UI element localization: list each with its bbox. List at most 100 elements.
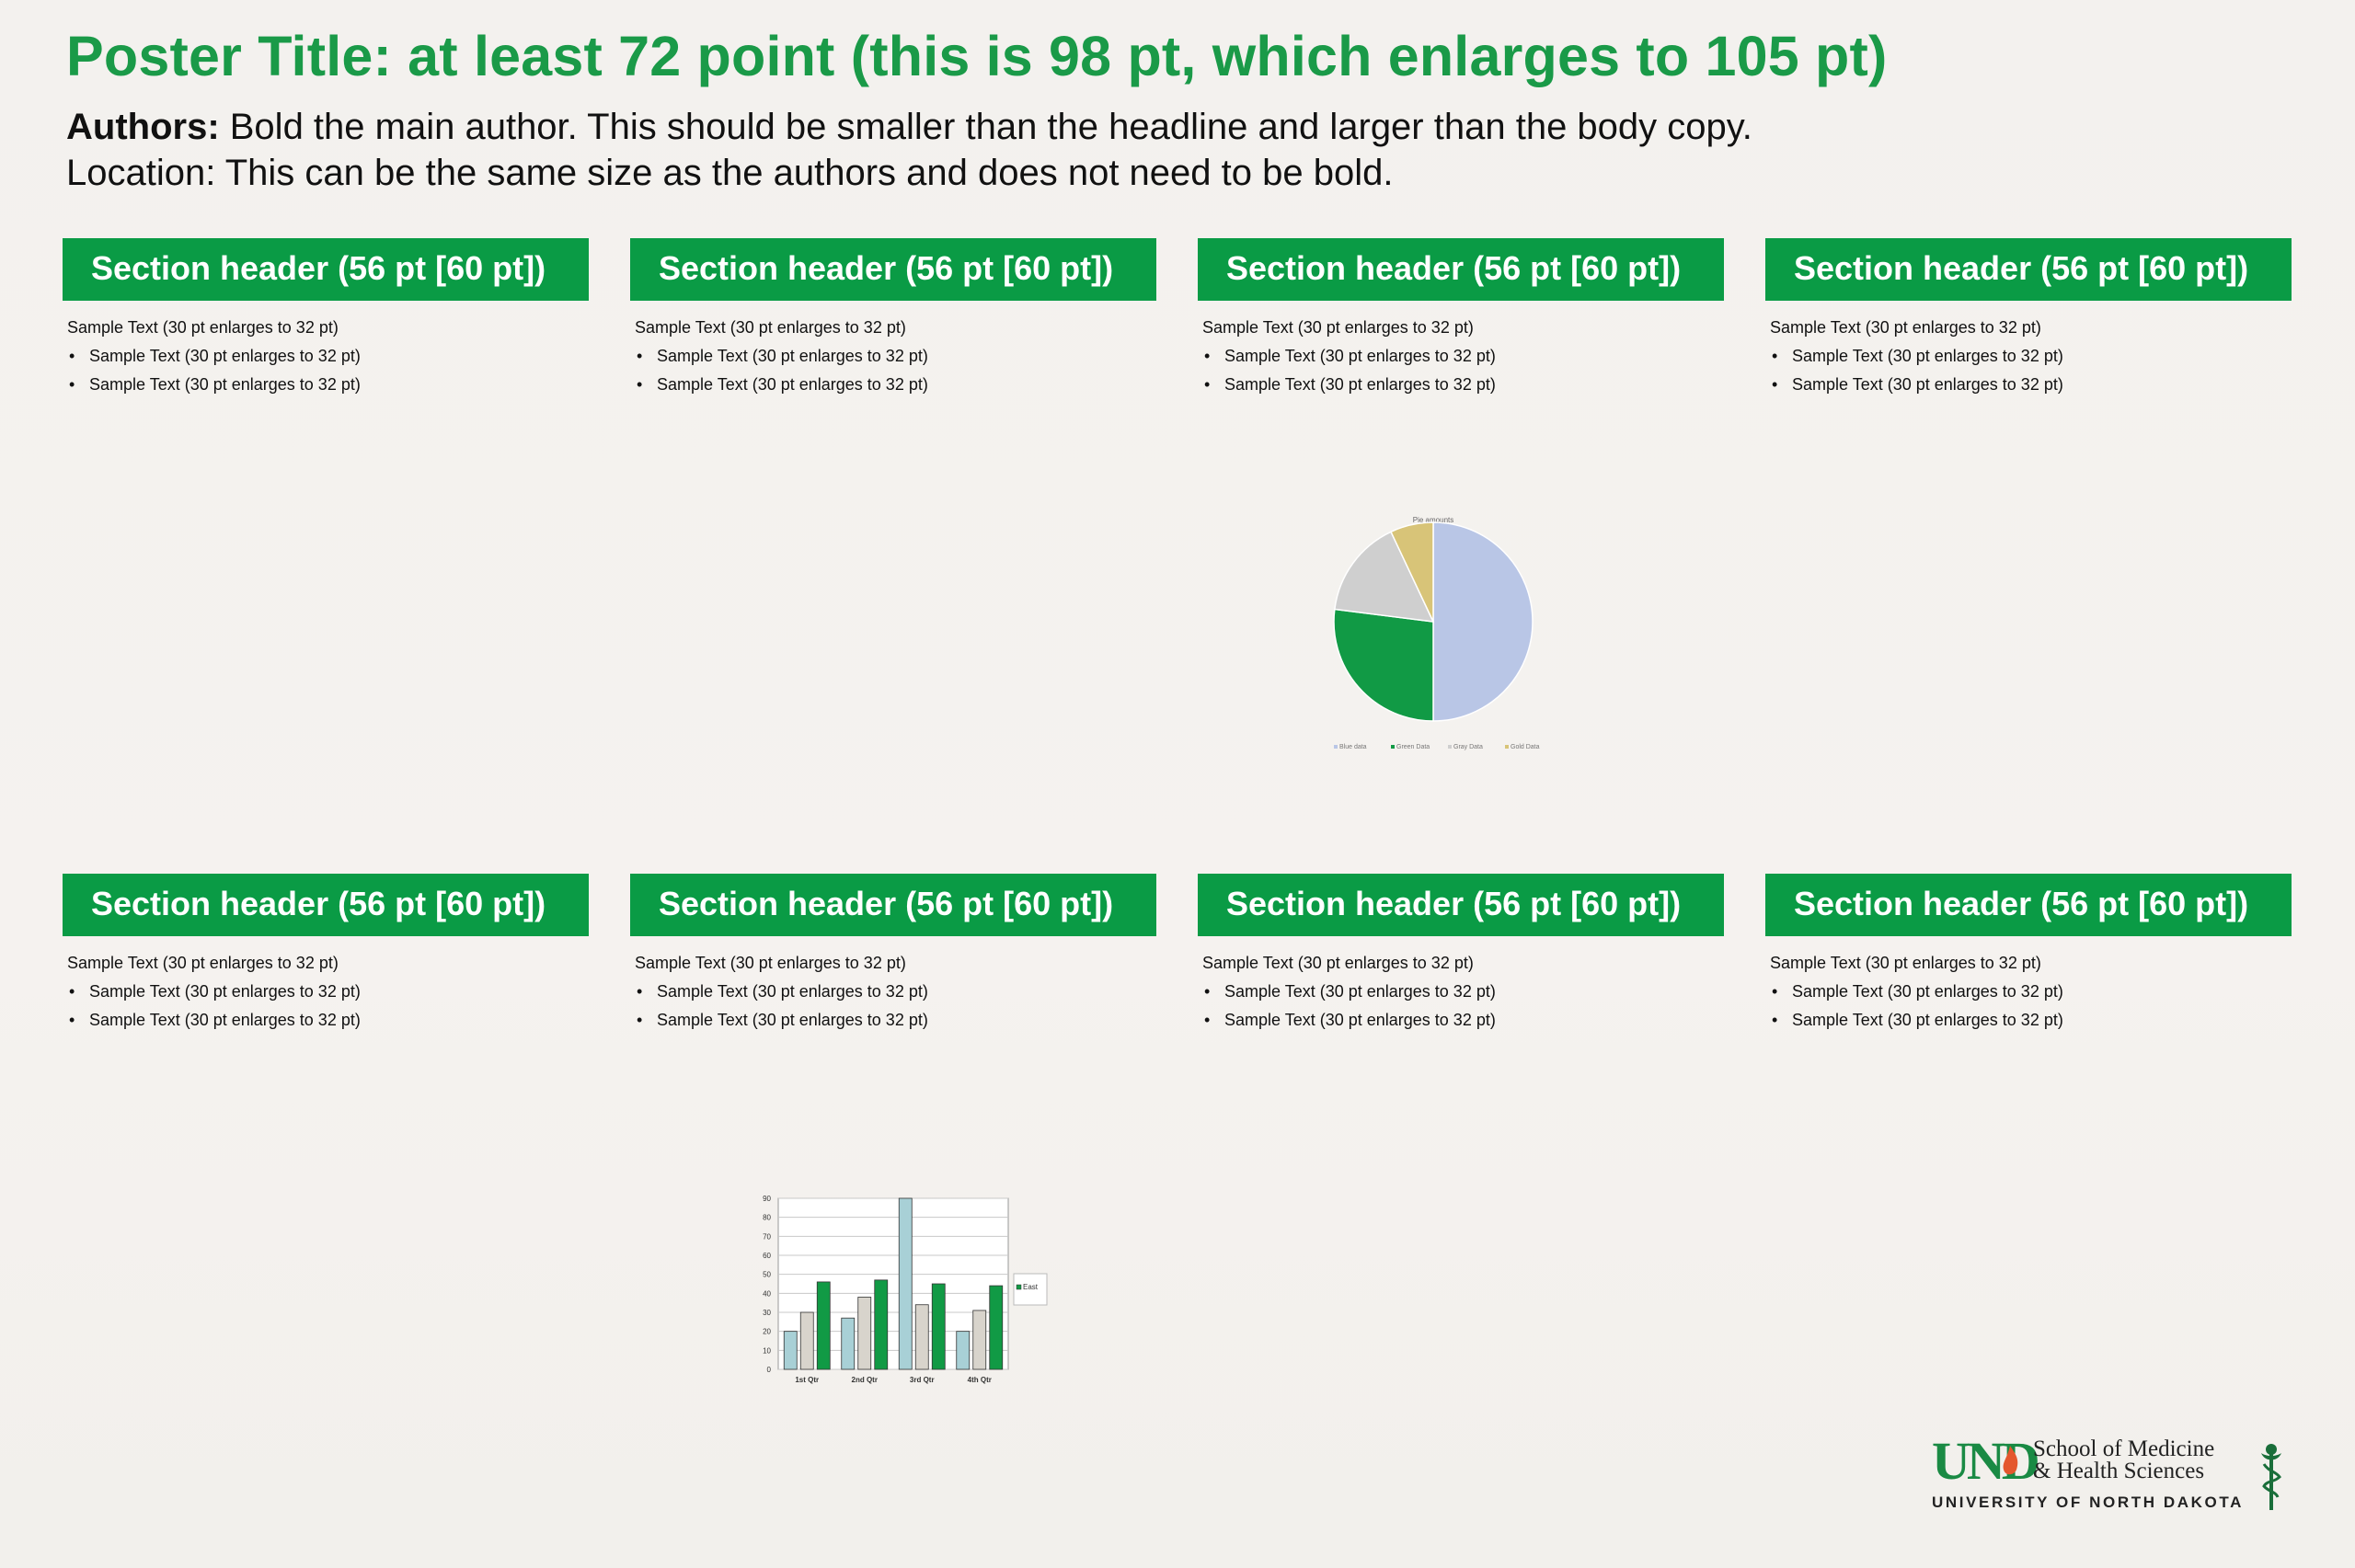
bar-chart-svg: 0 10 20 30 40 50 60 70 80 90 1st Qtr 2nd Qtr 3rd Qtr…	[763, 1195, 1048, 1384]
bar-ytick-label: 80	[763, 1214, 771, 1222]
bar-legend-label: East	[1023, 1283, 1039, 1291]
section-body: Sample Text (30 pt enlarges to 32 pt) Sa…	[630, 301, 1156, 399]
bar-ytick-label: 90	[763, 1195, 771, 1203]
authors-line: Authors: Bold the main author. This shou…	[66, 107, 1752, 148]
pie-legend-swatch	[1448, 745, 1452, 749]
section-header: Section header (56 pt [60 pt])	[630, 874, 1156, 936]
section-text: Sample Text (30 pt enlarges to 32 pt)	[1770, 954, 2041, 972]
pie-chart: Pie amounts Blue data Green Data Gray Data G…	[1325, 511, 1564, 760]
bar-plot-area	[777, 1197, 1009, 1370]
bar-2-2	[857, 1297, 872, 1370]
section-body: Sample Text (30 pt enlarges to 32 pt) Sa…	[1198, 301, 1724, 399]
pie-legend-label: Green Data	[1396, 744, 1430, 750]
section-header: Section header (56 pt [60 pt])	[1765, 874, 2292, 936]
section-body: Sample Text (30 pt enlarges to 32 pt) Sa…	[1765, 936, 2292, 1035]
bar-3-3	[931, 1283, 946, 1370]
pie-legend-label: Blue data	[1339, 744, 1367, 750]
logo-school-line2: & Health Sciences	[2033, 1459, 2205, 1483]
bullet-item: Sample Text (30 pt enlarges to 32 pt)	[1202, 342, 1724, 371]
section-text: Sample Text (30 pt enlarges to 32 pt)	[1202, 954, 1474, 972]
section-header: Section header (56 pt [60 pt])	[1198, 238, 1724, 301]
pie-legend-swatch	[1334, 745, 1338, 749]
section-header: Section header (56 pt [60 pt])	[63, 238, 589, 301]
section-header: Section header (56 pt [60 pt])	[1198, 874, 1724, 936]
bar-ytick-label: 10	[763, 1346, 771, 1355]
bar-category-label: 2nd Qtr	[852, 1376, 878, 1384]
bullet-item: Sample Text (30 pt enlarges to 32 pt)	[635, 371, 1156, 399]
pie-legend-swatch	[1505, 745, 1509, 749]
section-4: Section header (56 pt [60 pt]) Sample Te…	[1765, 238, 2292, 399]
section-7: Section header (56 pt [60 pt]) Sample Te…	[1198, 874, 1724, 1035]
bar-2-3	[874, 1279, 889, 1370]
section-1: Section header (56 pt [60 pt]) Sample Te…	[63, 238, 589, 399]
section-5: Section header (56 pt [60 pt]) Sample Te…	[63, 874, 589, 1035]
section-text: Sample Text (30 pt enlarges to 32 pt)	[635, 318, 906, 337]
bar-3-2	[914, 1304, 929, 1370]
section-2: Section header (56 pt [60 pt]) Sample Te…	[630, 238, 1156, 399]
caduceus-icon	[2261, 1444, 2281, 1510]
pie-slice-gray-data	[1334, 531, 1435, 623]
location-line: Location: This can be the same size as t…	[66, 153, 1394, 193]
bar-category-label: 3rd Qtr	[910, 1376, 935, 1384]
bar-category-label: 1st Qtr	[795, 1376, 819, 1384]
section-3: Section header (56 pt [60 pt]) Sample Te…	[1198, 238, 1724, 399]
bar-category-label: 4th Qtr	[968, 1376, 992, 1384]
bar-4-3	[989, 1285, 1004, 1370]
section-text: Sample Text (30 pt enlarges to 32 pt)	[1770, 318, 2041, 337]
section-8: Section header (56 pt [60 pt]) Sample Te…	[1765, 874, 2292, 1035]
pie-title: Pie amounts	[1413, 516, 1453, 524]
bullet-item: Sample Text (30 pt enlarges to 32 pt)	[67, 1006, 589, 1035]
pie-chart-svg: Pie amounts Blue data Green Data Gray Data G…	[1333, 516, 1540, 750]
bar-ytick-label: 50	[763, 1271, 771, 1279]
bar-1-2	[799, 1311, 814, 1370]
section-text: Sample Text (30 pt enlarges to 32 pt)	[67, 954, 339, 972]
bar-4-2	[972, 1310, 987, 1370]
bar-2-1	[841, 1317, 856, 1370]
section-body: Sample Text (30 pt enlarges to 32 pt) Sa…	[630, 936, 1156, 1035]
und-logo: UND School of Medicine & Health Sciences…	[1928, 1433, 2287, 1517]
pie-slice-green-data	[1333, 608, 1434, 722]
bar-ytick-label: 40	[763, 1289, 771, 1298]
bullet-item: Sample Text (30 pt enlarges to 32 pt)	[1770, 342, 2292, 371]
bullet-item: Sample Text (30 pt enlarges to 32 pt)	[1202, 978, 1724, 1006]
bar-3-1	[898, 1197, 913, 1370]
poster-title: Poster Title: at least 72 point (this is…	[66, 25, 1888, 87]
bullet-item: Sample Text (30 pt enlarges to 32 pt)	[1770, 978, 2292, 1006]
bar-legend-swatch	[1016, 1284, 1022, 1290]
flame-icon	[2003, 1446, 2018, 1475]
section-text: Sample Text (30 pt enlarges to 32 pt)	[67, 318, 339, 337]
bar-ytick-label: 70	[763, 1232, 771, 1241]
authors-text: Bold the main author. This should be sma…	[219, 107, 1752, 147]
bar-1-1	[783, 1331, 798, 1370]
section-body: Sample Text (30 pt enlarges to 32 pt) Sa…	[1198, 936, 1724, 1035]
section-text: Sample Text (30 pt enlarges to 32 pt)	[635, 954, 906, 972]
pie-legend-label: Gray Data	[1453, 744, 1483, 750]
section-header: Section header (56 pt [60 pt])	[630, 238, 1156, 301]
bar-chart: 0 10 20 30 40 50 60 70 80 90 1st Qtr 2nd Qtr 3rd Qtr…	[747, 1189, 1052, 1390]
section-header: Section header (56 pt [60 pt])	[63, 874, 589, 936]
logo-school-line1: School of Medicine	[2033, 1436, 2215, 1461]
logo-university: UNIVERSITY OF NORTH DAKOTA	[1932, 1494, 2244, 1511]
bar-ytick-label: 20	[763, 1328, 771, 1336]
pie-legend-label: Gold Data	[1511, 744, 1540, 750]
pie-legend-swatch	[1391, 745, 1395, 749]
authors-label: Authors:	[66, 107, 220, 147]
bullet-item: Sample Text (30 pt enlarges to 32 pt)	[67, 978, 589, 1006]
bar-ytick-label: 30	[763, 1309, 771, 1317]
section-6: Section header (56 pt [60 pt]) Sample Te…	[630, 874, 1156, 1035]
bullet-item: Sample Text (30 pt enlarges to 32 pt)	[635, 1006, 1156, 1035]
logo-und-text: UND	[1932, 1431, 2040, 1491]
bullet-item: Sample Text (30 pt enlarges to 32 pt)	[1770, 1006, 2292, 1035]
bar-1-3	[816, 1281, 831, 1370]
pie-slice-blue-data	[1432, 521, 1534, 722]
logo-school-name: School of Medicine & Health Sciences	[2033, 1436, 2215, 1483]
bullet-item: Sample Text (30 pt enlarges to 32 pt)	[67, 342, 589, 371]
bar-ytick-label: 0	[767, 1366, 772, 1374]
pie-slice-gold-data	[1390, 521, 1434, 623]
section-header: Section header (56 pt [60 pt])	[1765, 238, 2292, 301]
bar-4-1	[956, 1331, 971, 1370]
bullet-item: Sample Text (30 pt enlarges to 32 pt)	[1202, 371, 1724, 399]
bullet-item: Sample Text (30 pt enlarges to 32 pt)	[635, 978, 1156, 1006]
bullet-item: Sample Text (30 pt enlarges to 32 pt)	[1202, 1006, 1724, 1035]
bullet-item: Sample Text (30 pt enlarges to 32 pt)	[635, 342, 1156, 371]
